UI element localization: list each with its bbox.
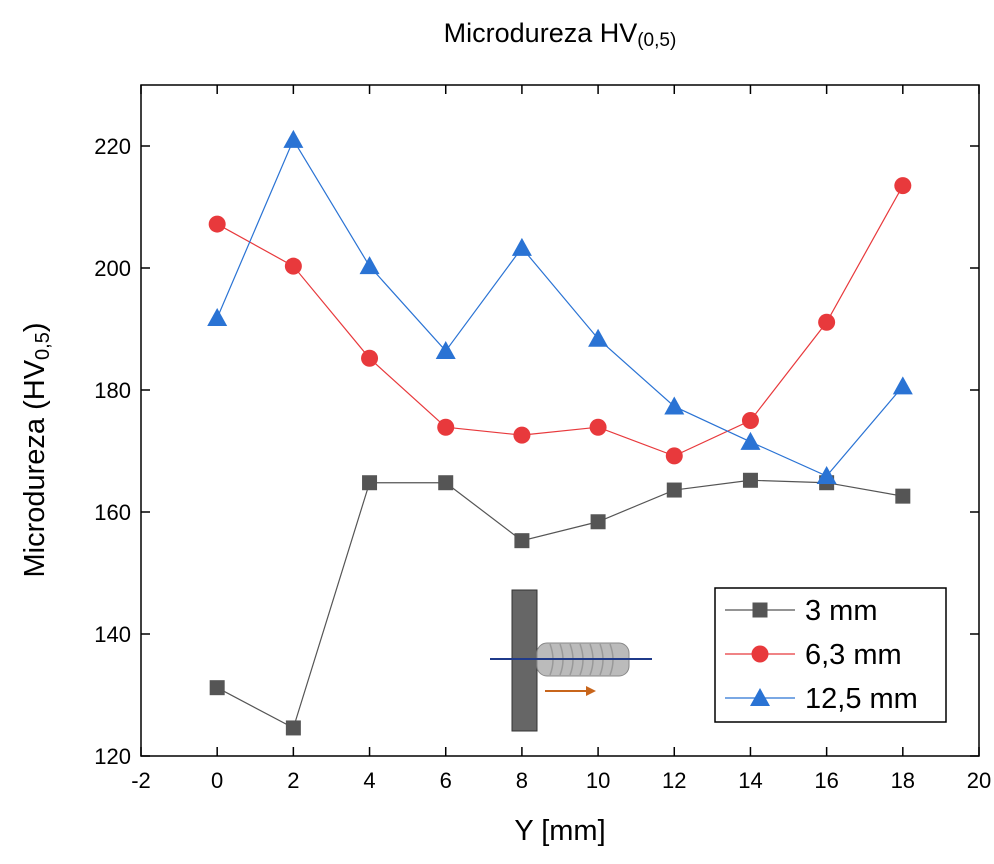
x-tick-label: 18 — [891, 768, 915, 793]
title-main: Microdureza HV — [444, 18, 638, 48]
y-tick-label: 140 — [94, 622, 131, 647]
marker — [362, 475, 378, 491]
marker — [816, 466, 837, 485]
marker — [664, 396, 685, 415]
marker — [359, 256, 380, 275]
marker — [895, 488, 911, 504]
marker — [361, 349, 379, 367]
y-axis-label: Microdureza (HV0,5) — [19, 322, 54, 577]
x-tick-label: 12 — [662, 768, 686, 793]
y-tick-label: 180 — [94, 378, 131, 403]
marker — [740, 431, 761, 450]
plot-frame — [140, 84, 980, 757]
y-tick-label: 220 — [94, 134, 131, 159]
arrow-head — [586, 686, 596, 696]
x-tick-label: 4 — [363, 768, 375, 793]
marker — [742, 472, 758, 488]
x-tick-label: -2 — [131, 768, 151, 793]
marker — [514, 533, 530, 549]
y-tick-label: 160 — [94, 500, 131, 525]
marker — [588, 328, 609, 347]
y-tick-label: 200 — [94, 256, 131, 281]
x-tick-label: 10 — [586, 768, 610, 793]
marker — [513, 426, 531, 444]
legend-label: 6,3 mm — [805, 639, 902, 671]
legend-label: 12,5 mm — [805, 683, 918, 715]
series-line — [216, 138, 904, 477]
marker — [438, 475, 454, 491]
marker — [818, 313, 836, 331]
marker — [207, 308, 228, 327]
x-tick-label: 8 — [516, 768, 528, 793]
marker — [665, 447, 683, 465]
legend-label: 3 mm — [805, 595, 878, 627]
title-sub: (0,5) — [637, 30, 676, 51]
x-tick-label: 16 — [814, 768, 838, 793]
marker — [285, 720, 301, 736]
marker — [666, 482, 682, 498]
plot-area: -2 0 2 4 6 8 10 12 14 16 18 20 120 140 160 180 200 220 — [94, 84, 991, 793]
y-label-sub: 0,5 — [32, 332, 54, 360]
marker — [892, 376, 913, 395]
y-tick-label: 120 — [94, 744, 131, 769]
legend: 3 mm 6,3 mm 12,5 mm — [714, 587, 947, 723]
marker — [750, 688, 770, 706]
x-tick-label: 20 — [967, 768, 991, 793]
marker — [283, 129, 304, 148]
x-tick-label: 0 — [211, 768, 223, 793]
chart-title: Microdureza HV(0,5) — [444, 18, 677, 51]
marker — [435, 340, 456, 359]
marker — [590, 514, 606, 530]
series-line — [216, 479, 903, 729]
marker — [209, 680, 225, 696]
y-label-end: ) — [19, 322, 51, 332]
y-label-main: Microdureza (HV — [19, 359, 51, 577]
marker — [437, 418, 455, 436]
x-axis-label: Y [mm] — [514, 815, 605, 847]
marker — [752, 602, 768, 618]
marker — [589, 418, 607, 436]
series-line — [216, 185, 904, 457]
inset-diagram — [490, 589, 652, 732]
marker — [751, 645, 769, 663]
marker — [511, 237, 532, 256]
marker — [208, 215, 226, 233]
x-tick-label: 14 — [738, 768, 762, 793]
marker — [741, 412, 759, 429]
marker — [284, 257, 302, 275]
x-tick-label: 6 — [440, 768, 452, 793]
plate — [511, 589, 538, 732]
x-tick-label: 2 — [287, 768, 299, 793]
marker — [894, 177, 912, 195]
